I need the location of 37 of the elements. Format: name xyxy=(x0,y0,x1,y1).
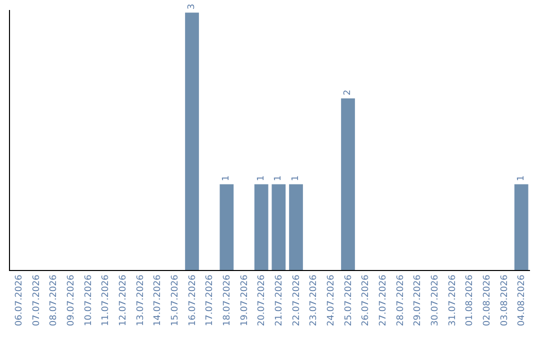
x-tick-label: 23.07.2026 xyxy=(309,274,320,326)
x-tick-label: 02.08.2026 xyxy=(482,274,493,326)
x-tick-label: 31.07.2026 xyxy=(448,274,458,326)
x-tick-label: 11.07.2026 xyxy=(101,274,112,326)
data-label: 1 xyxy=(291,175,301,182)
data-label: 1 xyxy=(274,175,284,182)
x-tick-label: 07.07.2026 xyxy=(32,274,42,326)
x-tick-label: 06.07.2026 xyxy=(14,274,25,326)
x-tick-label: 25.07.2026 xyxy=(344,274,354,326)
x-tick-label: 01.08.2026 xyxy=(465,274,476,326)
x-tick-label: 04.08.2026 xyxy=(517,274,528,326)
data-label: 1 xyxy=(222,175,232,182)
x-tick-label: 14.07.2026 xyxy=(153,274,164,326)
x-tick-label: 26.07.2026 xyxy=(361,274,372,326)
x-tick-label: 16.07.2026 xyxy=(188,274,198,326)
x-tick-label: 19.07.2026 xyxy=(240,274,250,326)
x-tick-label: 18.07.2026 xyxy=(222,274,233,326)
data-label: 1 xyxy=(256,175,266,182)
x-tick-label: 03.08.2026 xyxy=(500,274,510,326)
x-tick-label: 24.07.2026 xyxy=(326,274,337,326)
data-label: 2 xyxy=(343,90,353,96)
x-tick-label: 08.07.2026 xyxy=(49,274,60,326)
x-tick-label: 22.07.2026 xyxy=(292,274,302,326)
x-tick-label: 30.07.2026 xyxy=(430,274,441,326)
x-tick-label: 09.07.2026 xyxy=(66,274,77,326)
x-tick-label: 17.07.2026 xyxy=(205,274,216,326)
x-tick-label: 20.07.2026 xyxy=(257,274,268,326)
data-label: 3 xyxy=(187,4,197,10)
x-tick-label: 27.07.2026 xyxy=(378,274,389,326)
x-tick-label: 28.07.2026 xyxy=(396,274,406,326)
x-tick-label: 29.07.2026 xyxy=(413,274,424,326)
x-tick-label: 13.07.2026 xyxy=(136,274,146,326)
data-label: 1 xyxy=(516,175,526,182)
x-tick-label: 10.07.2026 xyxy=(84,274,94,326)
x-tick-label: 12.07.2026 xyxy=(118,274,129,326)
x-tick-label: 15.07.2026 xyxy=(170,274,181,326)
x-tick-label: 21.07.2026 xyxy=(274,274,285,326)
